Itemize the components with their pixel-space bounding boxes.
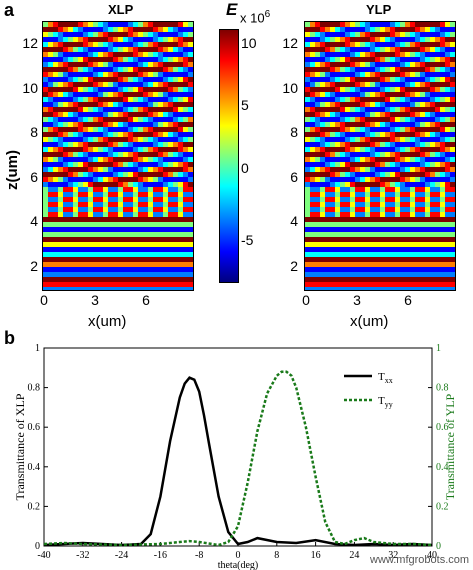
x-tick-label: 8 (274, 550, 279, 561)
colorbar-tick-label: 10 (241, 35, 257, 51)
panel-a-letter: a (4, 0, 15, 20)
ylp-field-image (305, 22, 455, 290)
x-tick-label: 6 (142, 292, 150, 308)
y-right-tick-label: 1 (436, 343, 441, 354)
x-axis-label-left: x(um) (88, 313, 127, 330)
x-tick-label: 6 (404, 292, 412, 308)
series-line-txx (43, 376, 433, 547)
z-tick-label: 4 (290, 213, 298, 230)
ylp-field-map (304, 21, 456, 291)
z-tick-label: 10 (282, 79, 298, 96)
x-tick-label: 40 (427, 550, 437, 561)
y-right-axis-label: Transmittance of YLP (443, 393, 457, 500)
xlp-field-image (43, 22, 193, 290)
colorbar-tick-label: 5 (241, 97, 249, 113)
colorbar-tick-label: 0 (241, 160, 249, 176)
x-tick-label: 0 (40, 292, 48, 308)
y-tick-label: 0.6 (28, 422, 41, 433)
x-tick-label: -40 (37, 550, 50, 561)
x-tick-label: 3 (91, 292, 99, 308)
x-axis-label-right: x(um) (350, 313, 389, 330)
x-tick-label: -24 (115, 550, 128, 561)
ylp-title: YLP (366, 2, 392, 17)
y-tick-label: 0.8 (28, 383, 41, 394)
y-tick-label: 0 (35, 541, 40, 552)
z-tick-label: 8 (290, 124, 298, 141)
y-tick-label: 0.4 (28, 462, 41, 473)
legend-subscript: xx (385, 376, 393, 385)
y-axis-label: Transmittance of XLP (13, 393, 27, 500)
x-tick-label: 24 (349, 550, 359, 561)
z-tick-label: 6 (290, 168, 298, 185)
x-tick-label: 32 (388, 550, 398, 561)
z-tick-label: 10 (22, 79, 38, 96)
colorbar-label: E (226, 0, 238, 19)
y-tick-label: 0.2 (28, 501, 41, 512)
transmittance-chart: -40 -32 -24 -16 -8 0 8 16 24 32 4000.20.40.60.8100… (13, 343, 457, 570)
colorbar-exponent: x 106 (240, 9, 271, 26)
z-tick-label: 8 (30, 124, 38, 141)
watermark: www.mfgrobots.com (370, 554, 470, 566)
y-right-tick-label: 0 (436, 541, 441, 552)
colorbar (219, 29, 239, 283)
colorbar-tick-label: -5 (241, 232, 254, 248)
x-tick-label: -8 (195, 550, 203, 561)
series-line-tyy (43, 370, 433, 547)
panel-b-letter: b (4, 328, 15, 348)
y-tick-label: 1 (35, 343, 40, 354)
z-tick-label: 12 (282, 35, 298, 51)
x-tick-label: 0 (236, 550, 241, 561)
x-axis-label: theta(deg) (218, 560, 259, 570)
y-right-tick-label: 0.2 (436, 501, 449, 512)
z-tick-label: 6 (30, 168, 38, 185)
z-tick-label: 4 (30, 213, 38, 230)
plot-frame (43, 347, 433, 547)
x-tick-label: -32 (76, 550, 89, 561)
x-tick-label: 0 (302, 292, 310, 308)
z-tick-label: 2 (290, 258, 298, 274)
y-right-tick-label: 0.4 (436, 462, 449, 473)
z-tick-label: 12 (22, 35, 38, 51)
x-tick-label: 16 (311, 550, 321, 561)
x-tick-label: -16 (154, 550, 167, 561)
legend-subscript: yy (385, 400, 393, 409)
xlp-field-map (42, 21, 194, 291)
z-tick-label: 2 (30, 258, 38, 274)
y-right-tick-label: 0.8 (436, 383, 449, 394)
x-tick-label: 3 (353, 292, 361, 308)
y-right-tick-label: 0.6 (436, 422, 449, 433)
xlp-title: XLP (108, 2, 134, 17)
